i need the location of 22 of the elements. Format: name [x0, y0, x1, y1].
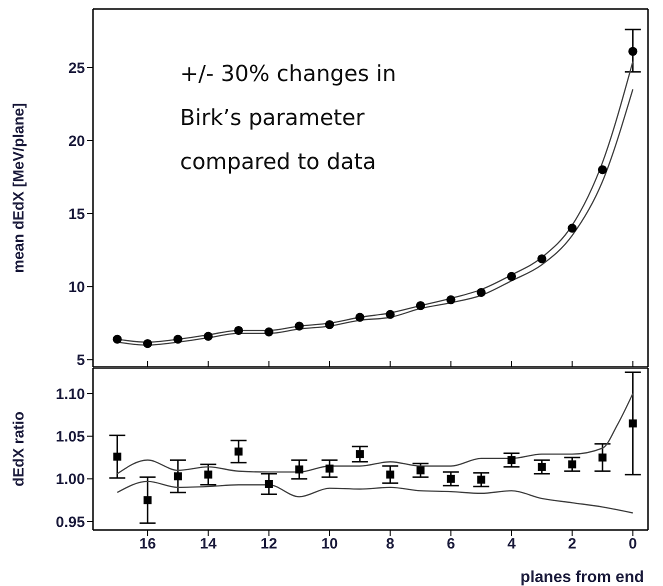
y-tick-label: 20: [68, 132, 85, 150]
y-axis-title: dEdX ratio: [10, 411, 28, 487]
y-tick-label: 0.95: [56, 514, 85, 531]
x-tick-label: 12: [260, 536, 278, 553]
y-tick-label: 5: [76, 352, 85, 370]
x-tick-label: 6: [446, 536, 456, 553]
y-tick-label: 10: [68, 278, 85, 296]
y-tick-label: 1.00: [56, 471, 85, 488]
y-tick-label: 15: [68, 206, 85, 223]
x-tick-label: 8: [386, 536, 394, 553]
y-tick-label: 1.10: [56, 386, 85, 403]
x-tick-label: 16: [139, 536, 156, 553]
y-axis-title: mean dEdX [MeV/plane]: [10, 102, 28, 274]
x-tick-label: 2: [568, 536, 576, 553]
x-tick-label: 0: [628, 536, 638, 553]
y-tick-label: 1.05: [56, 428, 85, 446]
annotation: +/- 30% changes in Birk’s parameter compared to data: [180, 61, 398, 177]
x-tick-label: 10: [321, 536, 338, 553]
x-tick-label: 4: [507, 536, 516, 553]
y-tick-label: 25: [68, 60, 85, 77]
x-axis-title: planes from end: [520, 569, 644, 586]
x-tick-label: 14: [200, 536, 218, 553]
